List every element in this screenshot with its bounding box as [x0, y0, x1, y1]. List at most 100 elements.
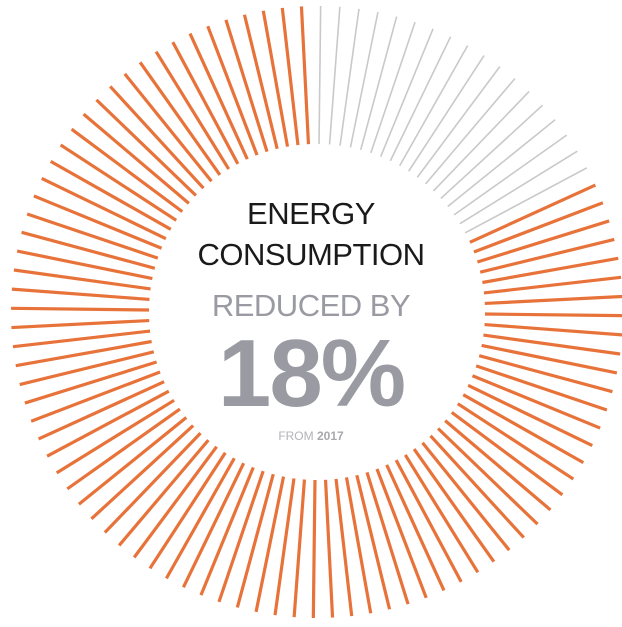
tick-remaining	[49, 159, 172, 231]
tick-remaining	[403, 454, 480, 574]
tick-remaining	[323, 479, 335, 618]
tick-remaining	[11, 287, 150, 302]
tick-remaining	[19, 350, 155, 387]
tick-remaining	[375, 468, 428, 599]
tick-reduced	[408, 55, 485, 172]
tick-reduced	[464, 167, 588, 234]
tick-remaining	[154, 50, 231, 170]
title-line-energy: ENERGY	[247, 196, 375, 231]
tick-remaining	[24, 360, 158, 405]
tick-reduced	[416, 66, 501, 178]
tick-remaining	[59, 143, 178, 222]
tick-remaining	[82, 112, 190, 205]
tick-remaining	[37, 380, 165, 441]
tick-remaining	[473, 201, 604, 254]
tick-remaining	[475, 364, 608, 412]
tick-remaining	[224, 19, 269, 153]
tick-remaining	[421, 441, 511, 552]
tick-remaining	[456, 402, 575, 481]
tick-remaining	[181, 462, 246, 588]
tick-remaining	[70, 127, 184, 213]
tick-remaining	[199, 466, 255, 596]
tick-remaining	[429, 434, 525, 539]
tick-remaining	[46, 389, 170, 458]
tick-remaining	[21, 230, 156, 270]
tick-remaining	[444, 419, 552, 512]
tick-reduced	[318, 6, 322, 145]
tick-reduced	[447, 119, 556, 208]
tick-remaining	[355, 474, 392, 610]
tick-remaining	[311, 479, 317, 618]
tick-remaining	[109, 85, 205, 190]
tick-remaining	[26, 212, 159, 260]
tick-remaining	[123, 72, 213, 183]
tick-remaining	[132, 445, 218, 559]
tick-remaining	[394, 459, 463, 583]
tick-remaining	[344, 477, 373, 614]
tick-reduced	[359, 16, 398, 150]
tick-remaining	[41, 176, 167, 241]
tick-remaining	[334, 478, 354, 617]
tick-remaining	[13, 268, 151, 291]
tick-remaining	[469, 183, 597, 244]
tick-remaining	[30, 370, 161, 423]
tick-remaining	[462, 393, 585, 465]
tick-remaining	[484, 312, 622, 318]
tick-remaining	[412, 448, 496, 563]
tick-remaining	[217, 470, 265, 603]
tick-reduced	[370, 21, 416, 154]
tick-remaining	[483, 275, 622, 295]
tick-reduced	[379, 28, 434, 157]
tick-remaining	[476, 219, 610, 264]
tick-remaining	[11, 318, 150, 330]
tick-remaining	[299, 6, 311, 145]
from-label: FROM	[278, 429, 314, 443]
from-year: 2017	[316, 429, 344, 443]
tick-remaining	[66, 407, 181, 491]
tick-remaining	[164, 457, 236, 580]
tick-remaining	[242, 14, 279, 150]
tick-remaining	[206, 25, 259, 156]
tick-remaining	[235, 473, 275, 608]
tick-remaining	[365, 471, 410, 605]
tick-remaining	[95, 98, 198, 197]
tick-remaining	[385, 464, 446, 592]
tick-remaining	[280, 7, 300, 146]
tick-remaining	[254, 476, 286, 613]
tick-remaining	[148, 451, 227, 570]
tick-reduced	[459, 150, 578, 225]
tick-remaining	[138, 61, 222, 176]
tick-reduced	[389, 36, 452, 162]
title-line-consumption: CONSUMPTION	[197, 237, 426, 272]
tick-remaining	[103, 431, 202, 534]
tick-remaining	[450, 411, 564, 497]
tick-reduced	[399, 45, 469, 167]
reduction-percent: 18%	[217, 320, 406, 427]
tick-remaining	[261, 10, 290, 147]
tick-remaining	[482, 256, 619, 285]
tick-remaining	[483, 333, 621, 356]
tick-reduced	[453, 134, 568, 216]
tick-remaining	[12, 329, 151, 349]
tick-reduced	[425, 78, 516, 185]
tick-remaining	[33, 194, 163, 250]
tick-remaining	[436, 427, 539, 526]
tick-reduced	[432, 90, 530, 192]
tick-reduced	[328, 6, 341, 145]
tick-remaining	[15, 339, 152, 368]
tick-remaining	[479, 237, 615, 274]
tick-remaining	[484, 294, 622, 306]
tick-remaining	[478, 354, 613, 394]
tick-remaining	[471, 374, 601, 430]
subtitle-reduced-by: REDUCED BY	[211, 288, 411, 323]
tick-reduced	[339, 8, 360, 146]
tick-remaining	[77, 416, 188, 506]
tick-remaining	[90, 424, 195, 520]
tick-remaining	[467, 383, 593, 448]
tick-remaining	[55, 398, 175, 475]
tick-remaining	[188, 32, 249, 160]
from-year-line: FROM 2017	[0, 429, 622, 443]
tick-remaining	[16, 249, 153, 281]
